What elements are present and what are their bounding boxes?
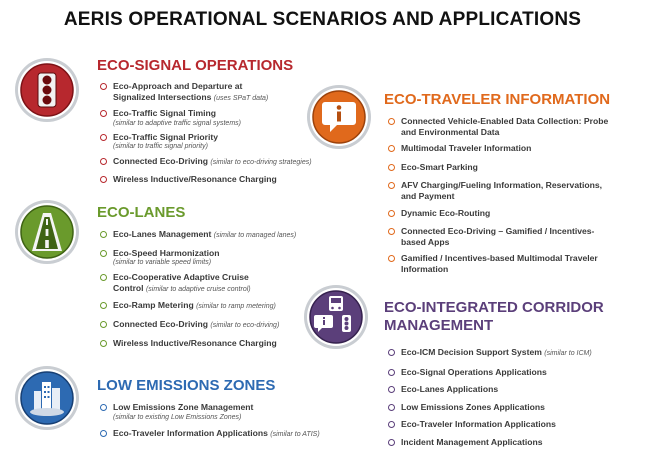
list-item: Eco-Cooperative Adaptive Cruise Control … (98, 272, 338, 295)
eco-icm-title: ECO-INTEGRATED CORRIDOR MANAGEMENT (384, 299, 604, 334)
eco-traveler-information-list: Connected Vehicle-Enabled Data Collectio… (386, 116, 636, 275)
list-item: AFV Charging/Fueling Information, Reserv… (386, 180, 636, 201)
eco-lanes-list: Eco-Lanes Management (similar to managed… (98, 229, 338, 348)
page-title: AERIS OPERATIONAL SCENARIOS AND APPLICAT… (63, 9, 582, 30)
list-item: Eco-Traffic Signal Priority (similar to … (98, 132, 338, 152)
city-icon (14, 365, 80, 431)
corridor-icon (303, 284, 369, 350)
list-item: Eco-Signal Operations Applications (386, 367, 636, 378)
traffic-light-icon (14, 57, 80, 123)
list-item: Eco-Lanes Management (similar to managed… (98, 229, 338, 242)
low-emissions-zones-title: LOW EMISSIONS ZONES (97, 377, 276, 394)
list-item: Eco-ICM Decision Support System (similar… (386, 347, 636, 360)
low-emissions-zones-list: Low Emissions Zone Management (similar t… (98, 402, 348, 440)
list-item: Low Emissions Zone Management (similar t… (98, 402, 348, 422)
list-item: Eco-Speed Harmonization (similar to vari… (98, 248, 338, 268)
info-bubble-icon (306, 84, 372, 150)
list-item: Connected Eco-Driving – Gamified / Incen… (386, 226, 636, 247)
list-item: Connected Eco-Driving (similar to eco-dr… (98, 156, 338, 169)
eco-traveler-information-title: ECO-TRAVELER INFORMATION (384, 91, 611, 108)
list-item: Eco-Traveler Information Applications (386, 419, 636, 430)
list-item: Connected Vehicle-Enabled Data Collectio… (386, 116, 636, 137)
list-item: Incident Management Applications (386, 437, 636, 448)
list-item: Wireless Inductive/Resonance Charging (98, 338, 338, 349)
list-item: Eco-Traveler Information Applications (s… (98, 428, 348, 441)
list-item: Eco-Traffic Signal Timing (similar to ad… (98, 108, 338, 128)
list-item: Dynamic Eco-Routing (386, 208, 636, 219)
list-item: Multimodal Traveler Information (386, 143, 636, 154)
list-item: Wireless Inductive/Resonance Charging (98, 174, 338, 185)
eco-lanes-title: ECO-LANES (97, 204, 186, 221)
list-item: Gamified / Incentives-based Multimodal T… (386, 253, 636, 274)
eco-signal-list: Eco-Approach and Departure at Signalized… (98, 81, 338, 185)
list-item: Low Emissions Zones Applications (386, 402, 636, 413)
list-item: Eco-Ramp Metering (similar to ramp meter… (98, 300, 338, 313)
eco-signal-title: ECO-SIGNAL OPERATIONS (97, 57, 294, 74)
list-item: Eco-Approach and Departure at Signalized… (98, 81, 338, 104)
road-icon (14, 199, 80, 265)
eco-icm-list: Eco-ICM Decision Support System (similar… (386, 347, 636, 448)
list-item: Connected Eco-Driving (similar to eco-dr… (98, 319, 338, 332)
list-item: Eco-Lanes Applications (386, 384, 636, 395)
list-item: Eco-Smart Parking (386, 162, 636, 173)
